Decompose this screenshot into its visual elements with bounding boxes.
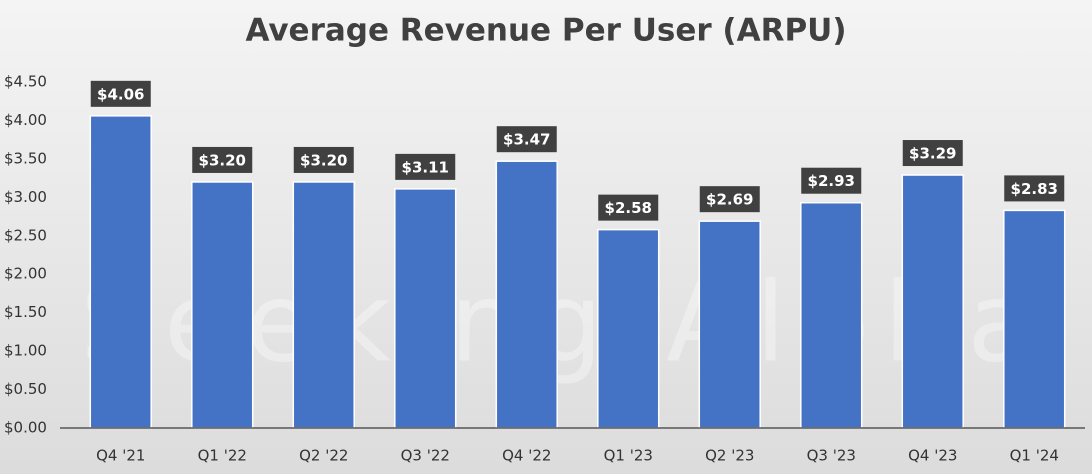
bar [597,228,660,429]
y-tick-label: $1.50 [4,303,47,321]
bar [901,174,964,429]
value-label: $3.47 [503,131,550,149]
value-label: $2.83 [1011,180,1058,198]
value-label: $2.69 [706,191,753,209]
value-label-box [801,167,862,194]
x-tick-label: Q2 '23 [705,447,754,465]
bar [1003,209,1066,429]
bar [698,220,761,429]
value-label: $4.06 [97,85,144,103]
value-label-box [598,194,659,221]
bar [191,181,254,429]
value-label: $3.11 [402,158,449,176]
x-tick-label: Q4 '22 [502,447,551,465]
value-label-box [395,153,456,180]
value-label-box [496,126,557,153]
x-tick-label: Q4 '23 [908,447,957,465]
value-label-box [699,186,760,213]
x-tick-label: Q1 '23 [604,447,653,465]
value-label: $3.20 [199,151,246,169]
value-label: $2.93 [808,172,855,190]
chart-title: Average Revenue Per User (ARPU) [245,13,846,49]
value-label-box [192,146,253,173]
y-tick-label: $3.00 [4,188,47,206]
value-label-box [902,140,963,167]
y-tick-label: $3.50 [4,149,47,167]
bar [292,181,355,429]
value-label: $3.20 [300,151,347,169]
x-tick-label: Q1 '24 [1010,447,1059,465]
x-tick-label: Q3 '22 [401,447,450,465]
x-tick-label: Q1 '22 [198,447,247,465]
bar [394,188,457,429]
x-tick-label: Q4 '21 [96,447,145,465]
x-tick-label: Q3 '23 [807,447,856,465]
y-tick-label: $4.50 [4,73,47,91]
value-label: $2.58 [605,199,652,217]
bar [800,201,863,429]
y-tick-label: $0.00 [4,419,47,437]
y-tick-label: $4.00 [4,111,47,129]
y-tick-label: $1.00 [4,342,47,360]
value-label: $3.29 [909,145,956,163]
y-tick-label: $0.50 [4,380,47,398]
bar [89,115,152,429]
y-tick-label: $2.00 [4,265,47,283]
value-label-box [293,146,354,173]
value-label-box [90,80,151,107]
x-tick-label: Q2 '22 [299,447,348,465]
value-label-box [1004,175,1065,202]
bar [495,160,558,429]
y-tick-label: $2.50 [4,226,47,244]
